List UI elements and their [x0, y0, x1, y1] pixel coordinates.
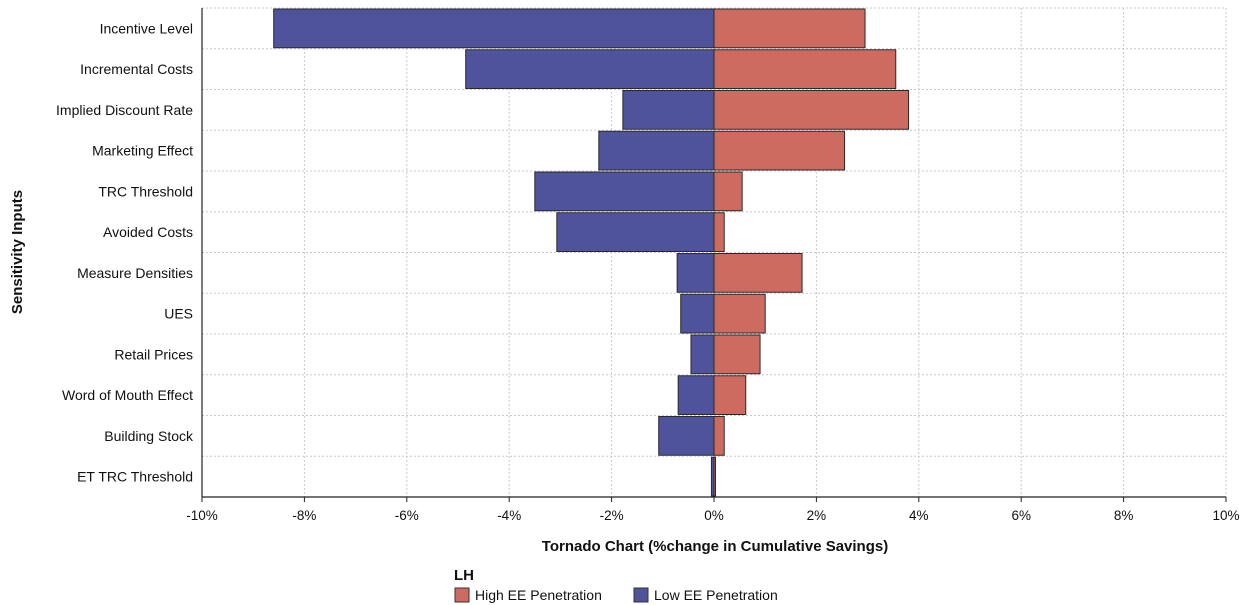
category-label: Building Stock [104, 428, 194, 444]
bar-low [680, 293, 715, 334]
bars-layer [273, 8, 910, 497]
grid-layer [202, 7, 1227, 498]
bar-low [598, 130, 715, 171]
category-label: Measure Densities [77, 265, 193, 281]
x-tick-label: -8% [292, 508, 316, 523]
legend-swatch-high [454, 587, 470, 603]
bar-high [713, 8, 866, 49]
labels-layer: Incentive Level Incremental Costs Implied … [56, 20, 1239, 523]
x-tick-label: 0% [704, 508, 724, 523]
x-tick-label: 2% [807, 508, 827, 523]
x-axis-title: Tornado Chart (%change in Cumulative Sav… [542, 538, 888, 555]
category-label: Implied Discount Rate [56, 102, 193, 118]
bar-low [534, 171, 715, 212]
bar-high [713, 416, 725, 456]
x-tick-label: 10% [1212, 508, 1239, 523]
category-label: Marketing Effect [92, 143, 193, 159]
x-tick-label: 4% [909, 508, 929, 523]
x-tick-label: -6% [395, 508, 419, 523]
x-tick-label: -10% [186, 508, 218, 523]
bar-high [713, 334, 761, 375]
bar-low [658, 416, 715, 456]
x-tick-label: 6% [1011, 508, 1031, 523]
bar-low [710, 456, 715, 497]
x-tick-label: 8% [1114, 508, 1134, 523]
legend-label-high: High EE Penetration [475, 587, 602, 603]
bar-low [677, 375, 715, 415]
bar-high [713, 130, 846, 171]
bar-low [465, 49, 715, 89]
legend-swatch-low [633, 587, 649, 603]
bar-high [713, 253, 803, 293]
axis-layer [201, 8, 1227, 502]
bar-high [713, 49, 897, 89]
category-label: Avoided Costs [103, 224, 193, 240]
legend: LH High EE Penetration Low EE Penetratio… [454, 567, 778, 603]
bar-low [690, 334, 715, 375]
x-tick-label: -4% [497, 508, 521, 523]
y-axis-title: Sensitivity Inputs [9, 190, 26, 314]
bar-high [713, 90, 910, 130]
bar-low [622, 90, 715, 130]
legend-label-low: Low EE Penetration [654, 587, 778, 603]
legend-title: LH [454, 567, 474, 584]
category-label: Retail Prices [114, 346, 193, 362]
category-label: Incentive Level [100, 20, 193, 36]
x-tick-label: -2% [600, 508, 624, 523]
bar-high [713, 171, 743, 212]
bar-high [713, 293, 766, 334]
category-label: Word of Mouth Effect [62, 387, 193, 403]
category-label: TRC Threshold [98, 183, 193, 199]
category-label: Incremental Costs [80, 61, 193, 77]
bar-low [676, 253, 715, 293]
bar-high [713, 212, 725, 252]
category-label: ET TRC Threshold [77, 469, 193, 485]
bar-low [273, 8, 715, 49]
bar-low [556, 212, 715, 252]
category-label: UES [164, 306, 193, 322]
bar-high [713, 375, 747, 415]
